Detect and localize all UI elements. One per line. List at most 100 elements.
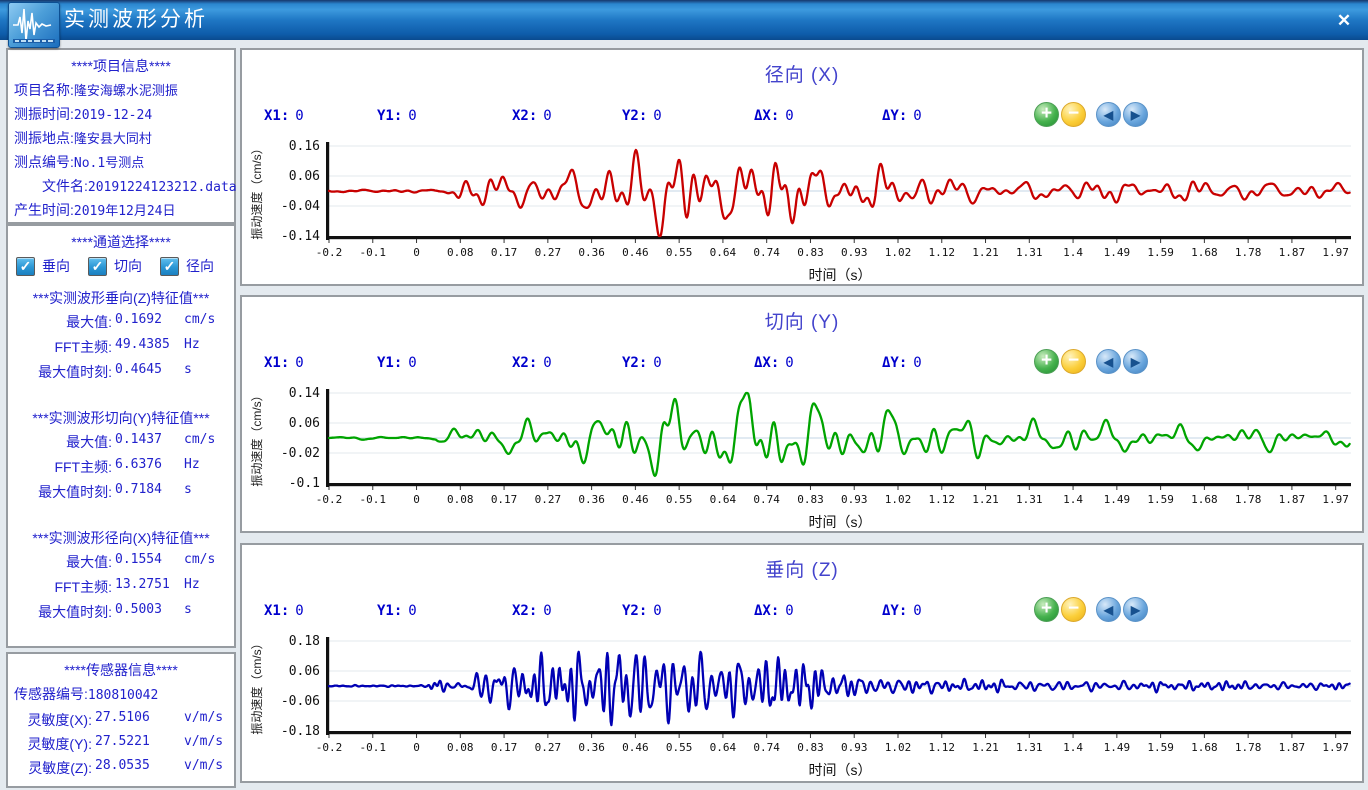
svg-text:1.59: 1.59	[1147, 741, 1174, 754]
svg-text:1.02: 1.02	[885, 741, 912, 754]
svg-text:0.27: 0.27	[535, 493, 562, 506]
marker-dy: ΔY: 0	[882, 603, 922, 619]
checkbox-tangential-y[interactable]: ✓ 切向	[88, 256, 142, 276]
feature-y-fft-row: FFT主频: 6.6376 Hz	[8, 457, 234, 477]
svg-text:时间（s）: 时间（s）	[809, 762, 872, 778]
svg-text:时间（s）: 时间（s）	[809, 514, 872, 530]
waveform-plot-vertical-z[interactable]: 0.18 0.06 -0.06 -0.18 -0.2 -0.1 0 0.08 0.17 0.27 0…	[243, 635, 1361, 781]
svg-text:1.97: 1.97	[1322, 741, 1349, 754]
svg-text:1.12: 1.12	[929, 741, 956, 754]
svg-text:0.27: 0.27	[535, 246, 562, 259]
feature-unit: cm/s	[184, 552, 216, 567]
feature-unit: cm/s	[184, 432, 216, 447]
create-date-line: 产生时间:2019年12月24日	[14, 200, 230, 220]
field-label: 文件名:	[42, 178, 88, 194]
svg-text:1.4: 1.4	[1063, 246, 1083, 259]
svg-text:-0.2: -0.2	[316, 246, 343, 259]
feature-z-time-row: 最大值时刻: 0.4645 s	[8, 362, 234, 382]
svg-text:0.74: 0.74	[753, 246, 780, 259]
pan-left-button[interactable]: ◀	[1096, 102, 1121, 127]
zoom-in-button[interactable]: +	[1034, 102, 1059, 127]
marker-x1: X1: 0	[264, 603, 304, 619]
feature-x-time-row: 最大值时刻: 0.5003 s	[8, 602, 234, 622]
pan-left-button[interactable]: ◀	[1096, 597, 1121, 622]
svg-text:1.21: 1.21	[972, 246, 999, 259]
pan-right-button[interactable]: ▶	[1123, 597, 1148, 622]
svg-text:1.49: 1.49	[1104, 493, 1131, 506]
channel-feature-panel: ****通道选择**** ✓ 垂向 ✓ 切向 ✓ 径向 ***实测波形垂向(Z)…	[6, 224, 236, 648]
svg-text:1.68: 1.68	[1191, 246, 1218, 259]
marker-dy: ΔY: 0	[882, 108, 922, 124]
sensor-info-header: ****传感器信息****	[64, 662, 178, 678]
svg-text:-0.14: -0.14	[281, 229, 320, 244]
checkmark-icon[interactable]: ✓	[88, 256, 107, 276]
svg-text:-0.02: -0.02	[281, 446, 320, 461]
svg-text:时间（s）: 时间（s）	[809, 267, 872, 283]
field-value: 隆安县大同村	[73, 132, 152, 147]
svg-text:0.18: 0.18	[289, 635, 320, 649]
marker-x2: X2: 0	[512, 603, 552, 619]
feature-value: 0.1554	[115, 552, 162, 567]
checkbox-label: 径向	[186, 258, 214, 274]
zoom-in-button[interactable]: +	[1034, 349, 1059, 374]
feature-unit: s	[184, 602, 192, 617]
waveform-plot-tangential-y[interactable]: 0.14 0.06 -0.02 -0.1 -0.2 -0.1 0 0.08 0.17 0.27 0.…	[243, 387, 1361, 533]
point-number-line: 测点编号:No.1号测点	[14, 152, 230, 172]
close-icon[interactable]: ✕	[1336, 11, 1352, 30]
feature-y-header: ***实测波形切向(Y)特征值***	[32, 410, 210, 426]
marker-y1: Y1: 0	[377, 355, 417, 371]
checkbox-label: 垂向	[42, 258, 70, 274]
feature-value: 13.2751	[115, 577, 170, 592]
zoom-in-button[interactable]: +	[1034, 597, 1059, 622]
feature-unit: s	[184, 362, 192, 377]
svg-text:-0.1: -0.1	[360, 741, 387, 754]
svg-text:0.08: 0.08	[447, 741, 474, 754]
pan-right-button[interactable]: ▶	[1123, 349, 1148, 374]
svg-text:-0.18: -0.18	[281, 724, 320, 739]
checkmark-icon[interactable]: ✓	[16, 256, 35, 276]
zoom-out-button[interactable]: −	[1061, 597, 1086, 622]
svg-text:0.93: 0.93	[841, 493, 868, 506]
zoom-out-button[interactable]: −	[1061, 102, 1086, 127]
sensor-info-panel: ****传感器信息**** 传感器编号:180810042 灵敏度(X): 27.…	[6, 652, 236, 788]
svg-text:1.21: 1.21	[972, 493, 999, 506]
svg-text:0: 0	[413, 741, 420, 754]
feature-x-max-row: 最大值: 0.1554 cm/s	[8, 552, 234, 572]
pan-left-button[interactable]: ◀	[1096, 349, 1121, 374]
svg-text:-0.06: -0.06	[281, 694, 320, 709]
svg-text:0: 0	[413, 493, 420, 506]
svg-text:1.12: 1.12	[929, 493, 956, 506]
waveform-plot-radial-x[interactable]: 0.16 0.06 -0.04 -0.14 -0.2 -0.1 0 0.08 0.17 0.27 0…	[243, 140, 1361, 286]
field-value: 2019-12-24	[73, 108, 153, 123]
feature-value: 0.1692	[115, 312, 162, 327]
svg-text:1.02: 1.02	[885, 493, 912, 506]
svg-text:0.27: 0.27	[535, 741, 562, 754]
checkmark-icon[interactable]: ✓	[160, 256, 179, 276]
feature-unit: Hz	[184, 577, 200, 592]
feature-value: 49.4385	[115, 337, 170, 352]
feature-z-fft-row: FFT主频: 49.4385 Hz	[8, 337, 234, 357]
svg-text:0.64: 0.64	[710, 246, 737, 259]
marker-dy: ΔY: 0	[882, 355, 922, 371]
svg-text:0.83: 0.83	[797, 741, 824, 754]
checkbox-radial-x[interactable]: ✓ 径向	[160, 256, 214, 276]
checkbox-vertical-z[interactable]: ✓ 垂向	[16, 256, 70, 276]
svg-text:1.49: 1.49	[1104, 741, 1131, 754]
svg-text:0.46: 0.46	[622, 493, 649, 506]
zoom-out-button[interactable]: −	[1061, 349, 1086, 374]
svg-text:1.31: 1.31	[1016, 493, 1043, 506]
pan-right-button[interactable]: ▶	[1123, 102, 1148, 127]
svg-text:-0.1: -0.1	[360, 246, 387, 259]
waveform-logo-icon	[13, 8, 55, 43]
field-label: 测点编号:	[14, 154, 74, 170]
svg-text:0.93: 0.93	[841, 246, 868, 259]
project-name-line: 项目名称:隆安海螺水泥测振	[14, 80, 230, 100]
feature-unit: v/m/s	[184, 758, 224, 773]
svg-text:振动速度（cm/s）: 振动速度（cm/s）	[249, 142, 264, 239]
svg-text:1.21: 1.21	[972, 741, 999, 754]
feature-unit: v/m/s	[184, 734, 224, 749]
field-label: 传感器编号:	[14, 686, 88, 702]
feature-unit: cm/s	[184, 312, 216, 327]
feature-label: FFT主频:	[54, 339, 112, 355]
